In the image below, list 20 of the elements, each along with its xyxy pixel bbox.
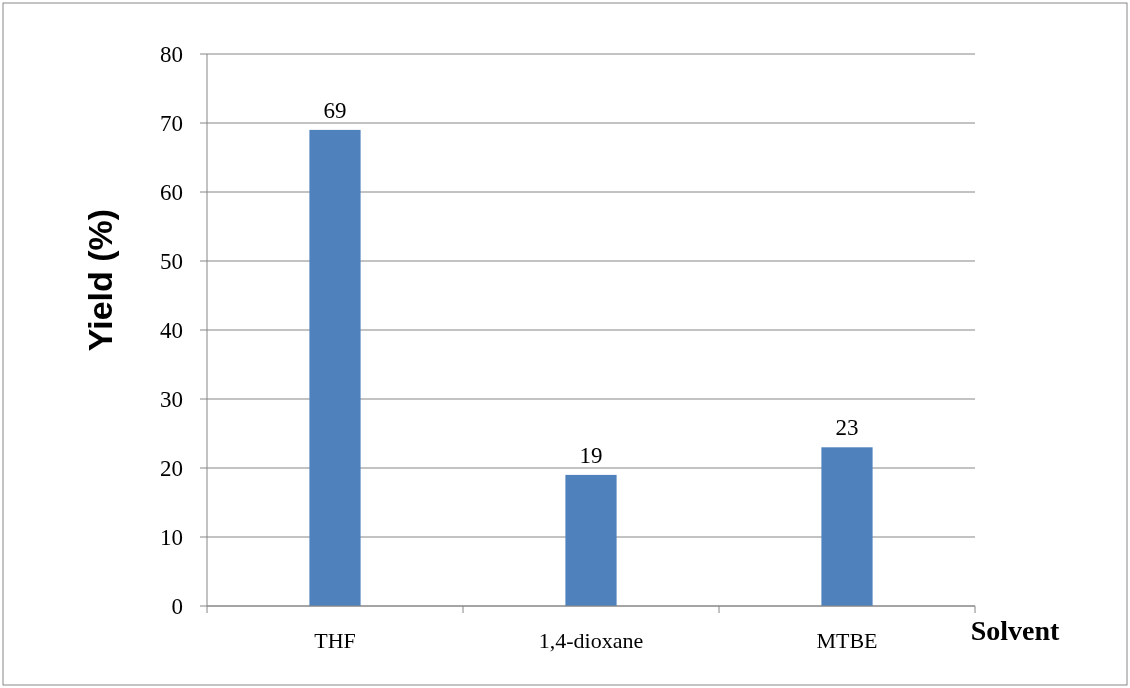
- x-axis-title: Solvent: [970, 615, 1061, 646]
- data-label: 23: [835, 415, 859, 441]
- y-tick-label: 60: [160, 180, 183, 206]
- y-tick-label: 20: [160, 456, 183, 482]
- bar: [565, 474, 617, 606]
- y-tick-label: 70: [160, 111, 183, 137]
- data-label: 19: [579, 442, 603, 468]
- y-tick-label: 30: [160, 387, 183, 413]
- y-tick-label: 50: [160, 249, 183, 275]
- x-tick-label: THF: [314, 628, 356, 653]
- y-tick-label: 80: [160, 42, 183, 68]
- bar: [821, 447, 873, 606]
- data-label: 69: [323, 97, 347, 123]
- y-tick-label: 40: [160, 318, 183, 344]
- x-tick-label: 1,4-dioxane: [538, 628, 644, 653]
- y-tick-label: 10: [160, 525, 183, 551]
- y-tick-label: 0: [171, 594, 183, 620]
- y-axis-title: Yield (%): [81, 208, 119, 352]
- bar: [309, 129, 361, 606]
- x-tick-label: MTBE: [816, 628, 878, 653]
